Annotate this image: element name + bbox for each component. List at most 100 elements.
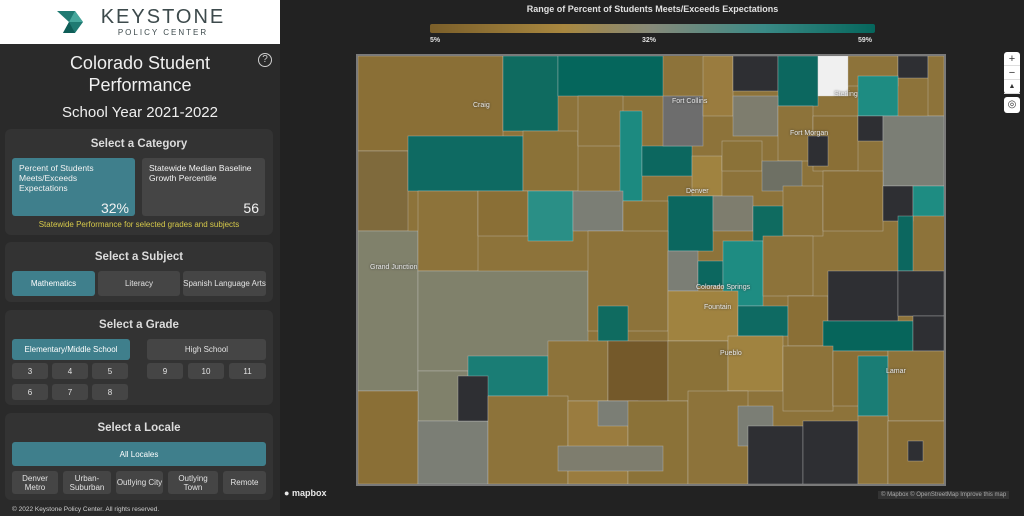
district-region[interactable]: [547, 340, 609, 402]
district-region[interactable]: [712, 195, 754, 232]
help-icon[interactable]: ?: [258, 53, 272, 67]
district-region[interactable]: [907, 440, 924, 462]
district-region[interactable]: [887, 350, 944, 422]
district-region[interactable]: [732, 95, 779, 137]
district-region[interactable]: [827, 270, 899, 322]
zoom-out-button[interactable]: −: [1004, 66, 1020, 80]
grade-level-high-school[interactable]: High School: [147, 339, 266, 360]
district-region[interactable]: [502, 56, 559, 132]
district-region[interactable]: [787, 295, 829, 347]
district-region[interactable]: [577, 95, 624, 147]
district-region[interactable]: [667, 290, 739, 342]
district-region[interactable]: [487, 395, 569, 484]
zoom-control: + − ▲: [1004, 52, 1020, 94]
district-region[interactable]: [417, 190, 479, 272]
subject-button-spanish[interactable]: Spanish Language Arts: [183, 271, 266, 296]
district-region[interactable]: [527, 190, 574, 242]
district-region[interactable]: [817, 56, 849, 97]
district-region[interactable]: [732, 56, 779, 92]
grade-button-4[interactable]: 4: [52, 363, 88, 379]
district-region[interactable]: [807, 135, 829, 167]
district-region[interactable]: [667, 250, 699, 292]
district-region[interactable]: [641, 145, 693, 177]
district-region[interactable]: [557, 445, 664, 472]
grade-button-10[interactable]: 10: [188, 363, 224, 379]
district-region[interactable]: [477, 190, 529, 237]
footer-copyright: © 2022 Keystone Policy Center. All right…: [12, 506, 160, 513]
grade-button-6[interactable]: 6: [12, 384, 48, 400]
district-region[interactable]: [822, 170, 884, 232]
district-region[interactable]: [358, 150, 409, 232]
district-region[interactable]: [897, 270, 944, 317]
district-region[interactable]: [762, 235, 814, 297]
subject-button-literacy[interactable]: Literacy: [98, 271, 180, 296]
grade-button-9[interactable]: 9: [147, 363, 183, 379]
district-region[interactable]: [927, 56, 944, 117]
district-region[interactable]: [912, 185, 944, 217]
district-map-svg[interactable]: [358, 56, 944, 484]
locale-button-outlying-city[interactable]: Outlying City: [116, 471, 163, 494]
locale-button-all[interactable]: All Locales: [12, 442, 266, 466]
grade-button-3[interactable]: 3: [12, 363, 48, 379]
district-region[interactable]: [822, 320, 914, 352]
district-region[interactable]: [897, 215, 914, 272]
district-region[interactable]: [721, 140, 763, 172]
compass-button[interactable]: ▲: [1004, 80, 1020, 94]
locale-button-denver-metro[interactable]: Denver Metro: [12, 471, 58, 494]
grade-button-8[interactable]: 8: [92, 384, 128, 400]
district-region[interactable]: [667, 195, 714, 252]
grade-level-elementary-middle[interactable]: Elementary/Middle School: [12, 339, 130, 360]
district-region[interactable]: [691, 155, 723, 197]
district-region[interactable]: [782, 185, 824, 237]
locate-icon[interactable]: ◎: [1004, 97, 1020, 113]
district-region[interactable]: [407, 135, 524, 192]
locale-button-outlying-town[interactable]: Outlying Town: [168, 471, 218, 494]
district-region[interactable]: [358, 230, 419, 392]
district-region[interactable]: [662, 95, 704, 147]
district-region[interactable]: [417, 420, 489, 484]
district-region[interactable]: [597, 305, 629, 342]
district-map[interactable]: Craig Fort Collins Sterling Fort Morgan …: [356, 54, 946, 486]
category-card-growth-percentile[interactable]: Statewide Median Baseline Growth Percent…: [142, 158, 265, 216]
district-region[interactable]: [777, 105, 814, 162]
district-region[interactable]: [607, 340, 669, 402]
grade-button-5[interactable]: 5: [92, 363, 128, 379]
district-region[interactable]: [882, 185, 914, 222]
locale-button-remote[interactable]: Remote: [223, 471, 266, 494]
district-region[interactable]: [522, 130, 579, 192]
district-region[interactable]: [857, 75, 899, 117]
district-region[interactable]: [702, 56, 734, 117]
subject-button-mathematics[interactable]: Mathematics: [12, 271, 95, 296]
district-region[interactable]: [857, 415, 889, 484]
district-region[interactable]: [752, 205, 784, 242]
district-region[interactable]: [358, 390, 419, 484]
mapbox-logo-text: mapbox: [291, 488, 327, 498]
category-card-meets-exceeds[interactable]: Percent of Students Meets/Exceeds Expect…: [12, 158, 135, 216]
zoom-in-button[interactable]: +: [1004, 52, 1020, 66]
district-region[interactable]: [857, 355, 889, 417]
city-label-fountain: Fountain: [704, 304, 732, 311]
district-region[interactable]: [857, 115, 884, 142]
district-region[interactable]: [627, 400, 689, 484]
district-region[interactable]: [358, 56, 504, 152]
locale-button-urban-suburban[interactable]: Urban-Suburban: [63, 471, 111, 494]
district-region[interactable]: [912, 315, 944, 352]
district-region[interactable]: [737, 305, 789, 337]
legend-mid: 32%: [642, 37, 657, 44]
district-region[interactable]: [457, 375, 489, 422]
page-title: Colorado Student Performance: [0, 52, 280, 96]
district-region[interactable]: [557, 56, 664, 97]
district-region[interactable]: [697, 260, 724, 287]
district-region[interactable]: [619, 110, 643, 202]
district-region[interactable]: [572, 190, 624, 232]
district-region[interactable]: [897, 56, 929, 79]
district-region[interactable]: [777, 56, 819, 107]
district-region[interactable]: [782, 345, 834, 412]
grade-button-11[interactable]: 11: [229, 363, 266, 379]
district-region[interactable]: [802, 420, 859, 484]
grade-button-7[interactable]: 7: [52, 384, 88, 400]
district-region[interactable]: [747, 425, 804, 484]
map-attribution[interactable]: © Mapbox © OpenStreetMap Improve this ma…: [878, 491, 1010, 499]
district-region[interactable]: [727, 335, 784, 392]
district-region[interactable]: [882, 115, 944, 187]
